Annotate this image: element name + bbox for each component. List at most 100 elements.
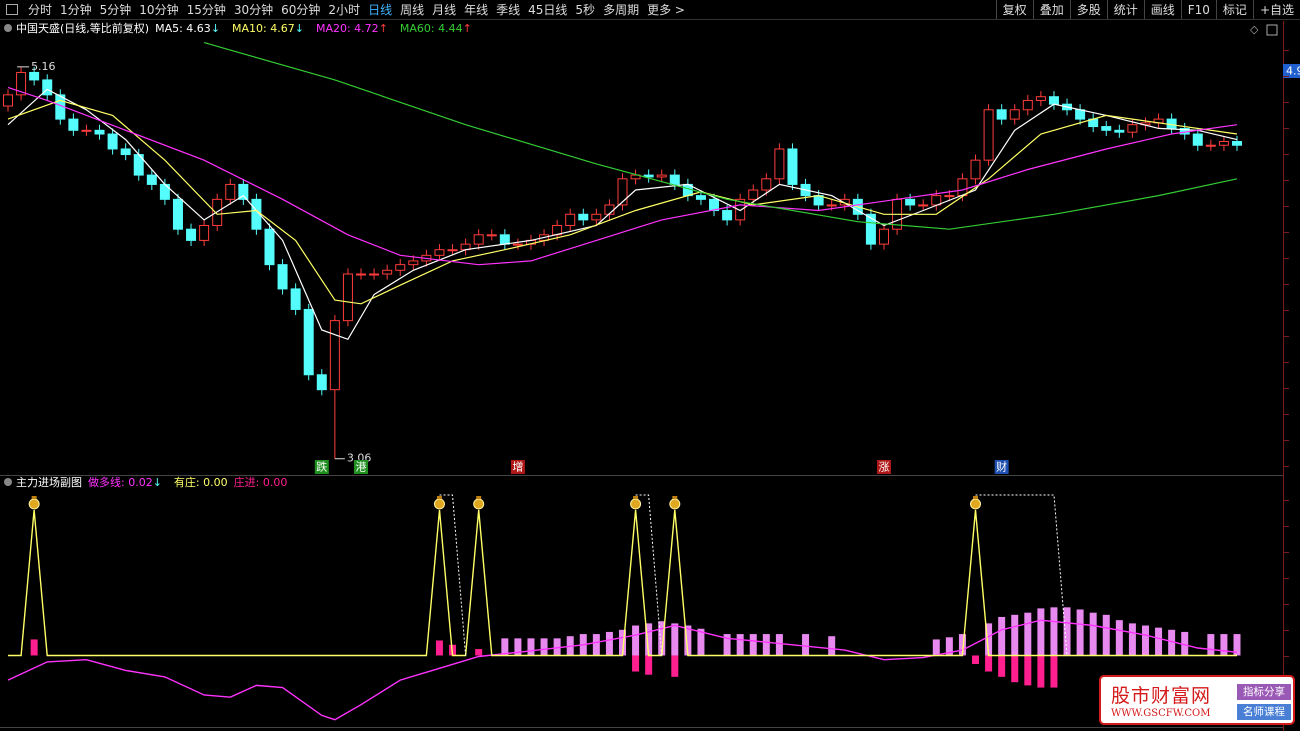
indicator-bar xyxy=(985,655,993,672)
legend-icon[interactable] xyxy=(4,24,12,32)
candle-body xyxy=(1205,144,1216,147)
legend-entry: 做多线: 0.02↓ xyxy=(88,476,168,489)
period-tab[interactable]: 多周期 xyxy=(603,3,640,17)
candle-body xyxy=(1218,141,1229,146)
indicator-bar xyxy=(1024,655,1032,686)
candle-body xyxy=(996,109,1007,120)
indicator-bar xyxy=(684,625,692,656)
period-tab[interactable]: 10分钟 xyxy=(139,3,179,17)
indicator-bar xyxy=(632,655,640,672)
period-tab[interactable]: 更多 > xyxy=(647,3,685,17)
candle-body xyxy=(395,264,406,271)
indicator-bar xyxy=(762,634,770,656)
signal-box xyxy=(354,460,369,474)
period-tab[interactable]: 2小时 xyxy=(328,3,361,17)
menu-icon[interactable] xyxy=(6,4,18,15)
tool-button[interactable]: 画线 xyxy=(1143,0,1181,19)
candle-body xyxy=(199,224,210,241)
candle-body xyxy=(669,174,680,185)
candle-body xyxy=(957,178,968,197)
indicator-bar xyxy=(697,628,705,656)
indicator-line xyxy=(7,619,1238,721)
legend-trend: ↑ xyxy=(462,22,472,35)
indicator-bar xyxy=(1207,634,1215,656)
legend-icon[interactable] xyxy=(4,478,12,486)
indicator-bar xyxy=(475,649,483,656)
legend-entry: 庄进: 0.00 xyxy=(234,476,288,489)
candle-body xyxy=(42,79,53,96)
candle-body xyxy=(565,213,576,226)
signal-label: 跌 xyxy=(316,460,327,474)
legend-name: MA10: 4.67 xyxy=(232,22,295,35)
price-tag xyxy=(1283,64,1300,78)
watermark-url: WWW.GSCFW.COM xyxy=(1111,708,1211,719)
indicator-bar xyxy=(658,621,666,656)
candle-body xyxy=(356,273,367,276)
indicator-bar xyxy=(1011,655,1019,683)
high-label: 5.16 xyxy=(31,60,56,73)
money-bag-icon xyxy=(473,498,485,510)
legend-trend: ↑ xyxy=(378,22,388,35)
legend-name: MA20: 4.72 xyxy=(315,22,379,35)
period-tab[interactable]: 月线 xyxy=(432,3,457,17)
indicator-bar xyxy=(775,634,783,656)
indicator-bar xyxy=(802,634,810,656)
indicator-bar xyxy=(1155,627,1163,656)
period-tab[interactable]: 周线 xyxy=(400,3,425,17)
period-tabs: 分时 1分钟 5分钟 10分钟 15分钟 30分钟 60分钟 2小时 日线 周线 月线 年线 季线 45日… xyxy=(24,0,689,19)
tool-button[interactable]: 标记 xyxy=(1215,0,1253,19)
period-tab[interactable]: 5分钟 xyxy=(99,3,132,17)
ma-line xyxy=(203,42,1238,230)
period-tab[interactable]: 年线 xyxy=(464,3,489,17)
period-tab[interactable]: 5秒 xyxy=(575,3,596,17)
candle-body xyxy=(29,71,40,81)
indicator-bar xyxy=(30,639,38,656)
signal-box xyxy=(314,460,329,474)
period-tab[interactable]: 45日线 xyxy=(528,3,568,17)
candle-body xyxy=(186,228,197,241)
indicator-bar xyxy=(501,638,509,656)
indicator-bar xyxy=(723,634,731,656)
period-tab[interactable]: 日线 xyxy=(368,3,393,17)
candle-body xyxy=(408,260,419,266)
legend-entry: MA5: 4.63↓ xyxy=(155,22,226,35)
period-tab[interactable]: 60分钟 xyxy=(281,3,321,17)
indicator-bar xyxy=(671,623,679,656)
legend-trend: ↓ xyxy=(152,476,162,489)
money-bag-tie xyxy=(476,495,482,499)
tool-button[interactable]: 统计 xyxy=(1106,0,1144,19)
tool-button[interactable]: 多股 xyxy=(1069,0,1107,19)
indicator-bar xyxy=(932,639,940,656)
candle-body xyxy=(944,195,955,198)
candle-body xyxy=(264,228,275,266)
tool-button[interactable]: F10 xyxy=(1180,0,1216,19)
candle-body xyxy=(16,71,27,96)
legend-entry: MA60: 4.44↑ xyxy=(400,22,478,35)
period-tab[interactable]: 季线 xyxy=(496,3,521,17)
candle-body xyxy=(826,204,837,207)
indicator-bar xyxy=(1181,631,1189,656)
candle-body xyxy=(905,198,916,206)
legend-entry: MA20: 4.72↑ xyxy=(316,22,394,35)
period-tab[interactable]: 15分钟 xyxy=(186,3,226,17)
period-tab[interactable]: 1分钟 xyxy=(60,3,92,17)
indicator-bar xyxy=(435,640,443,656)
tool-button[interactable]: +自选 xyxy=(1252,0,1300,19)
legend-trend: ↓ xyxy=(294,22,304,35)
candle-body xyxy=(1048,96,1059,105)
indicator-bar xyxy=(540,638,548,656)
candle-body xyxy=(1192,133,1203,146)
candle-body xyxy=(617,178,628,206)
indicator-bar xyxy=(592,634,600,656)
window-icon[interactable] xyxy=(1266,24,1278,36)
tool-button[interactable]: 复权 xyxy=(995,0,1033,19)
indicator-bar xyxy=(1220,634,1228,656)
period-tab[interactable]: 分时 xyxy=(28,3,53,17)
candle-body xyxy=(722,210,733,221)
watermark: 股市财富网 WWW.GSCFW.COM 指标分享 名师课程 xyxy=(1099,675,1295,725)
period-tab[interactable]: 30分钟 xyxy=(233,3,274,17)
tool-button[interactable]: 叠加 xyxy=(1032,0,1070,19)
legend-name: 做多线: 0.02 xyxy=(88,476,153,489)
diamond-icon[interactable]: ◇ xyxy=(1250,23,1259,36)
indicator-bar xyxy=(1024,612,1032,656)
